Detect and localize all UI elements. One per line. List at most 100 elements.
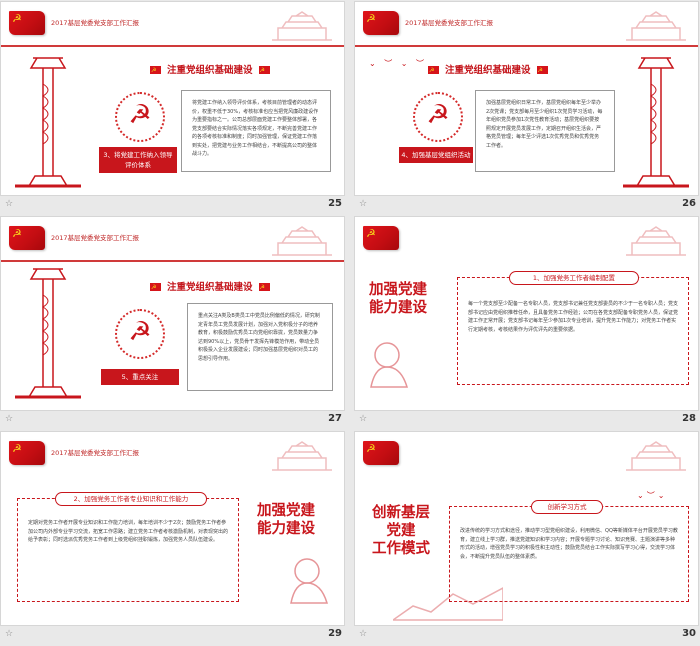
star-icon[interactable]: ☆	[359, 199, 368, 209]
big-title-line: 党建	[386, 523, 416, 539]
slide-number: 27	[328, 413, 342, 424]
stone-lion-icon	[290, 558, 329, 604]
slide-header: 2017基层党委党支部工作汇报	[1, 2, 344, 47]
slide-header: 2017基层党委党支部工作汇报	[1, 432, 344, 476]
huabiao-pillar-icon	[623, 57, 689, 188]
section-title-text: 注重党组织基础建设	[167, 65, 253, 76]
header-title: 2017基层党委党支部工作汇报	[405, 19, 494, 27]
hammer-sickle-icon: ☭	[128, 100, 152, 130]
emblem-ring: ☭	[413, 92, 463, 142]
slide-thumbnail-26[interactable]: 2017基层党委党支部工作汇报 ⌄ ︶ ⌄ ︶ 注重党组织基础建设 ☭ 4、加强…	[355, 2, 698, 214]
header-divider	[1, 45, 344, 47]
huabiao-pillar-icon	[15, 268, 81, 399]
party-flag-icon	[363, 441, 399, 465]
big-title-line: 工作模式	[372, 541, 430, 557]
subtitle-pill: 创新学习方式	[531, 500, 603, 514]
header-divider	[355, 45, 698, 47]
slide-header	[355, 432, 698, 476]
item-body-text: 加强基层党组织日常工作，基层党组织每年至少举办2次党课；党支部每月至少组织1次党…	[475, 90, 615, 172]
hammer-sickle-icon: ☭	[128, 317, 152, 347]
big-title-line: 能力建设	[257, 521, 315, 537]
party-flag-icon	[363, 11, 399, 35]
tiananmen-gate-icon	[272, 226, 332, 256]
party-flag-icon	[9, 441, 45, 465]
mini-flag-icon	[150, 64, 161, 78]
item-label: 4、加强基层党组织活动	[399, 147, 473, 163]
section-title: 注重党组织基础建设	[144, 64, 276, 78]
header-title: 2017基层党委党支部工作汇报	[51, 19, 140, 27]
item-body-text: 定期对党务工作者开展专业知识和工作能力培训，每年培训不少于2次；鼓励党务工作者参…	[17, 498, 239, 602]
slide-canvas: 2017基层党委党支部工作汇报 注重党组织基础建设 ☭ 5、重点关注 重点关注A…	[1, 217, 344, 410]
slide-canvas: 2017基层党委党支部工作汇报 定期对党务工作者开展专业知识和工作能力培训，每年…	[1, 432, 344, 625]
big-title-line: 加强党建	[369, 282, 427, 298]
mini-flag-icon	[536, 64, 548, 78]
section-title: 注重党组织基础建设	[422, 64, 554, 78]
big-title: 加强党建 能力建设	[251, 502, 321, 538]
big-title-line: 加强党建	[257, 503, 315, 519]
slide-canvas: 创新基层 党建 工作模式 改进传统的学习方式和途径，推动学习型党组织建设，利用微…	[355, 432, 698, 625]
big-title: 创新基层 党建 工作模式	[367, 504, 435, 558]
slide-number: 26	[682, 198, 696, 209]
slide-footer: ☆ 29	[1, 625, 344, 644]
stone-lion-icon	[370, 342, 409, 388]
slide-thumbnail-28[interactable]: 加强党建 能力建设 每一个党支部至少配备一名专职人员，党支部书记兼任党支部委员的…	[355, 217, 698, 429]
subtitle-pill: 1、加强党务工作者编制配置	[509, 271, 639, 285]
emblem-ring: ☭	[115, 92, 165, 142]
tiananmen-gate-icon	[626, 441, 686, 471]
emblem-ring: ☭	[115, 309, 165, 359]
slide-thumbnail-27[interactable]: 2017基层党委党支部工作汇报 注重党组织基础建设 ☭ 5、重点关注 重点关注A…	[1, 217, 344, 429]
slide-number: 29	[328, 628, 342, 639]
slide-thumbnail-29[interactable]: 2017基层党委党支部工作汇报 定期对党务工作者开展专业知识和工作能力培训，每年…	[1, 432, 344, 644]
slide-canvas: 2017基层党委党支部工作汇报 ⌄ ︶ ⌄ ︶ 注重党组织基础建设 ☭ 4、加强…	[355, 2, 698, 195]
party-flag-icon	[9, 226, 45, 250]
party-flag-icon	[9, 11, 45, 35]
hammer-sickle-icon: ☭	[426, 100, 450, 130]
item-body-text: 改进传统的学习方式和途径，推动学习型党组织建设，利用微信、QQ等新媒体平台开展党…	[449, 506, 689, 602]
slide-footer: ☆ 30	[355, 625, 698, 644]
star-icon[interactable]: ☆	[359, 629, 368, 639]
subtitle-pill: 2、加强党务工作者专业知识和工作能力	[55, 492, 207, 506]
slide-canvas: 2017基层党委党支部工作汇报 注重党组织基础建设 ☭ 3、将党建工作纳入领导评…	[1, 2, 344, 195]
tiananmen-gate-icon	[626, 226, 686, 256]
big-title: 加强党建 能力建设	[367, 281, 429, 317]
star-icon[interactable]: ☆	[5, 629, 14, 639]
star-icon[interactable]: ☆	[5, 199, 14, 209]
mini-flag-icon	[258, 281, 270, 295]
mini-flag-icon	[428, 64, 439, 78]
slide-header: 2017基层党委党支部工作汇报	[355, 2, 698, 47]
slide-footer: ☆ 25	[1, 195, 344, 214]
item-body-text: 将党建工作纳入领导评价体系，考核目前管理者的动态评价，权重不低于30%，考核标准…	[181, 90, 331, 172]
party-flag-icon	[363, 226, 399, 250]
star-icon[interactable]: ☆	[359, 414, 368, 424]
great-wall-icon	[393, 587, 503, 621]
star-icon[interactable]: ☆	[5, 414, 14, 424]
slide-header: 2017基层党委党支部工作汇报	[1, 217, 344, 262]
big-title-line: 创新基层	[372, 505, 430, 521]
tiananmen-gate-icon	[272, 441, 332, 471]
slide-thumbnail-30[interactable]: 创新基层 党建 工作模式 改进传统的学习方式和途径，推动学习型党组织建设，利用微…	[355, 432, 698, 644]
birds-decoration-icon: ⌄ ︶ ⌄ ︶	[369, 59, 428, 68]
huabiao-pillar-icon	[15, 57, 81, 188]
tiananmen-gate-icon	[272, 11, 332, 41]
section-title-text: 注重党组织基础建设	[167, 282, 253, 293]
slide-footer: ☆ 28	[355, 410, 698, 429]
item-label: 3、将党建工作纳入领导评价体系	[99, 147, 177, 173]
big-title-line: 能力建设	[369, 300, 427, 316]
item-body-text: 重点关注A类及B类员工中党员比例偏低的情况，研究制定青年员工党员发展计划，加强对…	[187, 303, 333, 391]
header-title: 2017基层党委党支部工作汇报	[51, 449, 140, 457]
header-title: 2017基层党委党支部工作汇报	[51, 234, 140, 242]
header-divider	[1, 260, 344, 262]
mini-flag-icon	[258, 64, 270, 78]
slide-number: 28	[682, 413, 696, 424]
slide-canvas: 加强党建 能力建设 每一个党支部至少配备一名专职人员，党支部书记兼任党支部委员的…	[355, 217, 698, 410]
birds-decoration-icon: ⌄︶⌄	[637, 491, 668, 500]
slide-footer: ☆ 26	[355, 195, 698, 214]
section-title: 注重党组织基础建设	[144, 281, 276, 295]
item-label: 5、重点关注	[101, 369, 179, 385]
mini-flag-icon	[150, 281, 161, 295]
section-title-text: 注重党组织基础建设	[445, 65, 531, 76]
tiananmen-gate-icon	[626, 11, 686, 41]
slide-header	[355, 217, 698, 261]
slide-thumbnail-25[interactable]: 2017基层党委党支部工作汇报 注重党组织基础建设 ☭ 3、将党建工作纳入领导评…	[1, 2, 344, 214]
slide-footer: ☆ 27	[1, 410, 344, 429]
